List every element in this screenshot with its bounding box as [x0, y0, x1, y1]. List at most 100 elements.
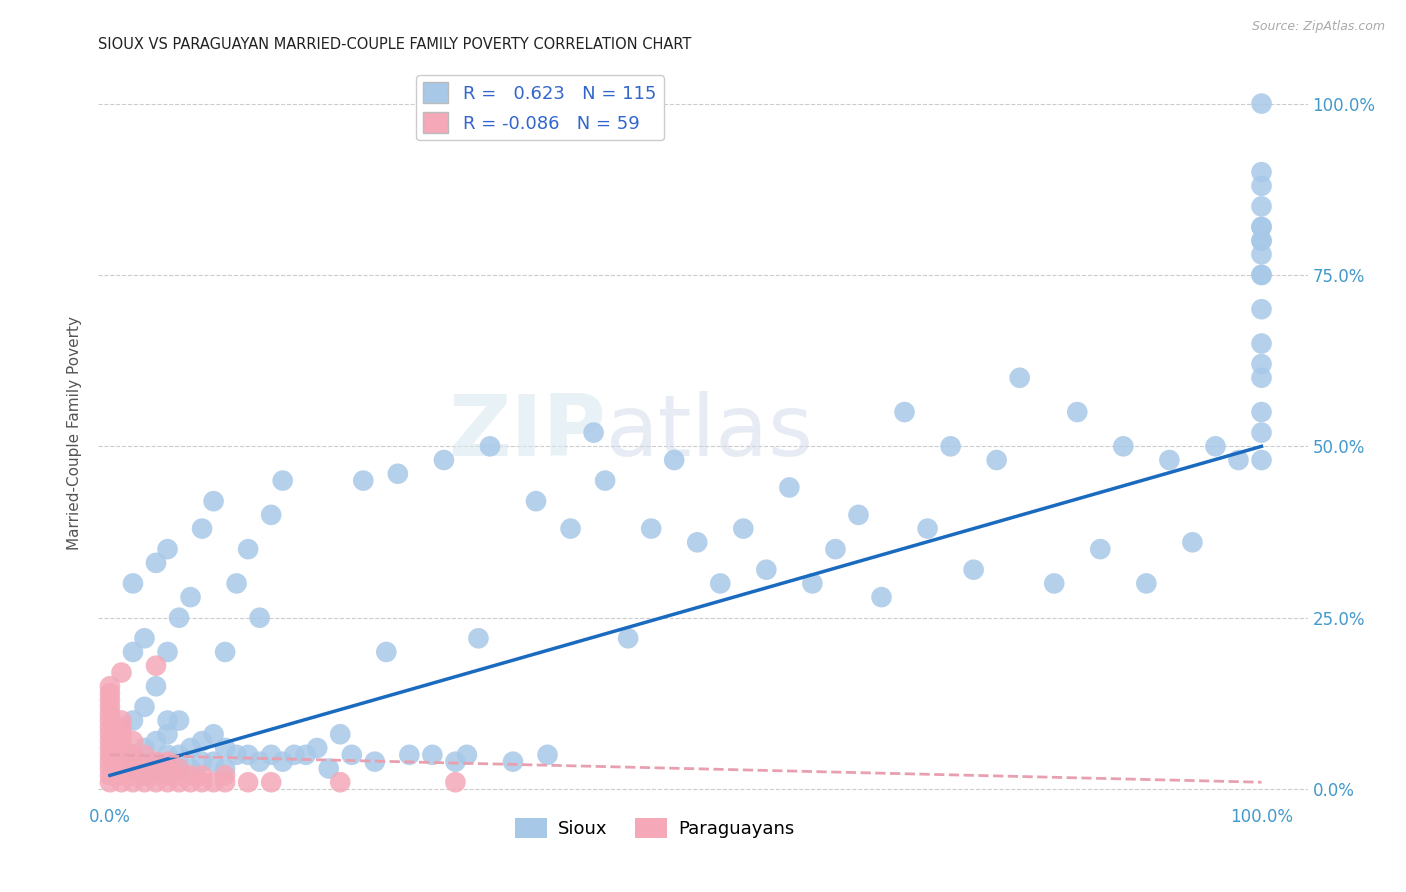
Point	[893, 405, 915, 419]
Point	[134, 747, 156, 762]
Point	[156, 762, 179, 776]
Point	[122, 775, 145, 789]
Point	[134, 741, 156, 756]
Point	[617, 632, 640, 646]
Point	[848, 508, 870, 522]
Point	[1250, 336, 1272, 351]
Point	[593, 474, 616, 488]
Point	[156, 755, 179, 769]
Point	[478, 439, 501, 453]
Point	[1250, 234, 1272, 248]
Point	[260, 747, 283, 762]
Point	[456, 747, 478, 762]
Point	[180, 762, 202, 776]
Point	[214, 762, 236, 776]
Point	[307, 741, 329, 756]
Point	[214, 775, 236, 789]
Point	[1066, 405, 1088, 419]
Point	[98, 686, 121, 700]
Point	[156, 727, 179, 741]
Point	[191, 768, 214, 782]
Point	[191, 734, 214, 748]
Point	[122, 576, 145, 591]
Point	[1250, 219, 1272, 234]
Point	[145, 762, 167, 776]
Point	[167, 762, 190, 776]
Point	[110, 775, 132, 789]
Point	[134, 775, 156, 789]
Point	[98, 714, 121, 728]
Point	[145, 679, 167, 693]
Text: atlas: atlas	[606, 391, 814, 475]
Point	[1250, 199, 1272, 213]
Point	[98, 734, 121, 748]
Text: Source: ZipAtlas.com: Source: ZipAtlas.com	[1251, 20, 1385, 33]
Point	[271, 755, 294, 769]
Point	[1250, 165, 1272, 179]
Point	[145, 755, 167, 769]
Point	[202, 755, 225, 769]
Point	[98, 775, 121, 789]
Point	[145, 658, 167, 673]
Point	[110, 714, 132, 728]
Point	[236, 775, 259, 789]
Point	[1250, 96, 1272, 111]
Point	[122, 747, 145, 762]
Point	[110, 741, 132, 756]
Point	[156, 542, 179, 557]
Point	[156, 775, 179, 789]
Point	[167, 714, 190, 728]
Point	[329, 775, 352, 789]
Point	[260, 508, 283, 522]
Point	[134, 699, 156, 714]
Point	[156, 768, 179, 782]
Point	[145, 734, 167, 748]
Point	[1090, 542, 1112, 557]
Point	[122, 768, 145, 782]
Point	[1250, 247, 1272, 261]
Point	[110, 762, 132, 776]
Point	[110, 665, 132, 680]
Point	[110, 768, 132, 782]
Point	[134, 632, 156, 646]
Point	[686, 535, 709, 549]
Point	[236, 542, 259, 557]
Point	[283, 747, 305, 762]
Point	[1227, 453, 1250, 467]
Point	[191, 775, 214, 789]
Point	[98, 747, 121, 762]
Point	[202, 727, 225, 741]
Point	[962, 563, 984, 577]
Point	[202, 494, 225, 508]
Point	[98, 699, 121, 714]
Point	[1250, 357, 1272, 371]
Point	[582, 425, 605, 440]
Point	[180, 741, 202, 756]
Point	[755, 563, 778, 577]
Point	[180, 768, 202, 782]
Y-axis label: Married-Couple Family Poverty: Married-Couple Family Poverty	[67, 316, 83, 549]
Point	[524, 494, 547, 508]
Point	[145, 556, 167, 570]
Point	[1043, 576, 1066, 591]
Point	[1204, 439, 1226, 453]
Text: ZIP: ZIP	[449, 391, 606, 475]
Point	[733, 522, 755, 536]
Point	[387, 467, 409, 481]
Point	[1250, 425, 1272, 440]
Point	[778, 480, 800, 494]
Point	[98, 727, 121, 741]
Point	[214, 768, 236, 782]
Point	[156, 747, 179, 762]
Point	[340, 747, 363, 762]
Point	[467, 632, 489, 646]
Point	[824, 542, 846, 557]
Point	[156, 714, 179, 728]
Point	[122, 645, 145, 659]
Point	[1250, 234, 1272, 248]
Point	[122, 747, 145, 762]
Point	[1250, 405, 1272, 419]
Point	[145, 768, 167, 782]
Point	[375, 645, 398, 659]
Point	[122, 755, 145, 769]
